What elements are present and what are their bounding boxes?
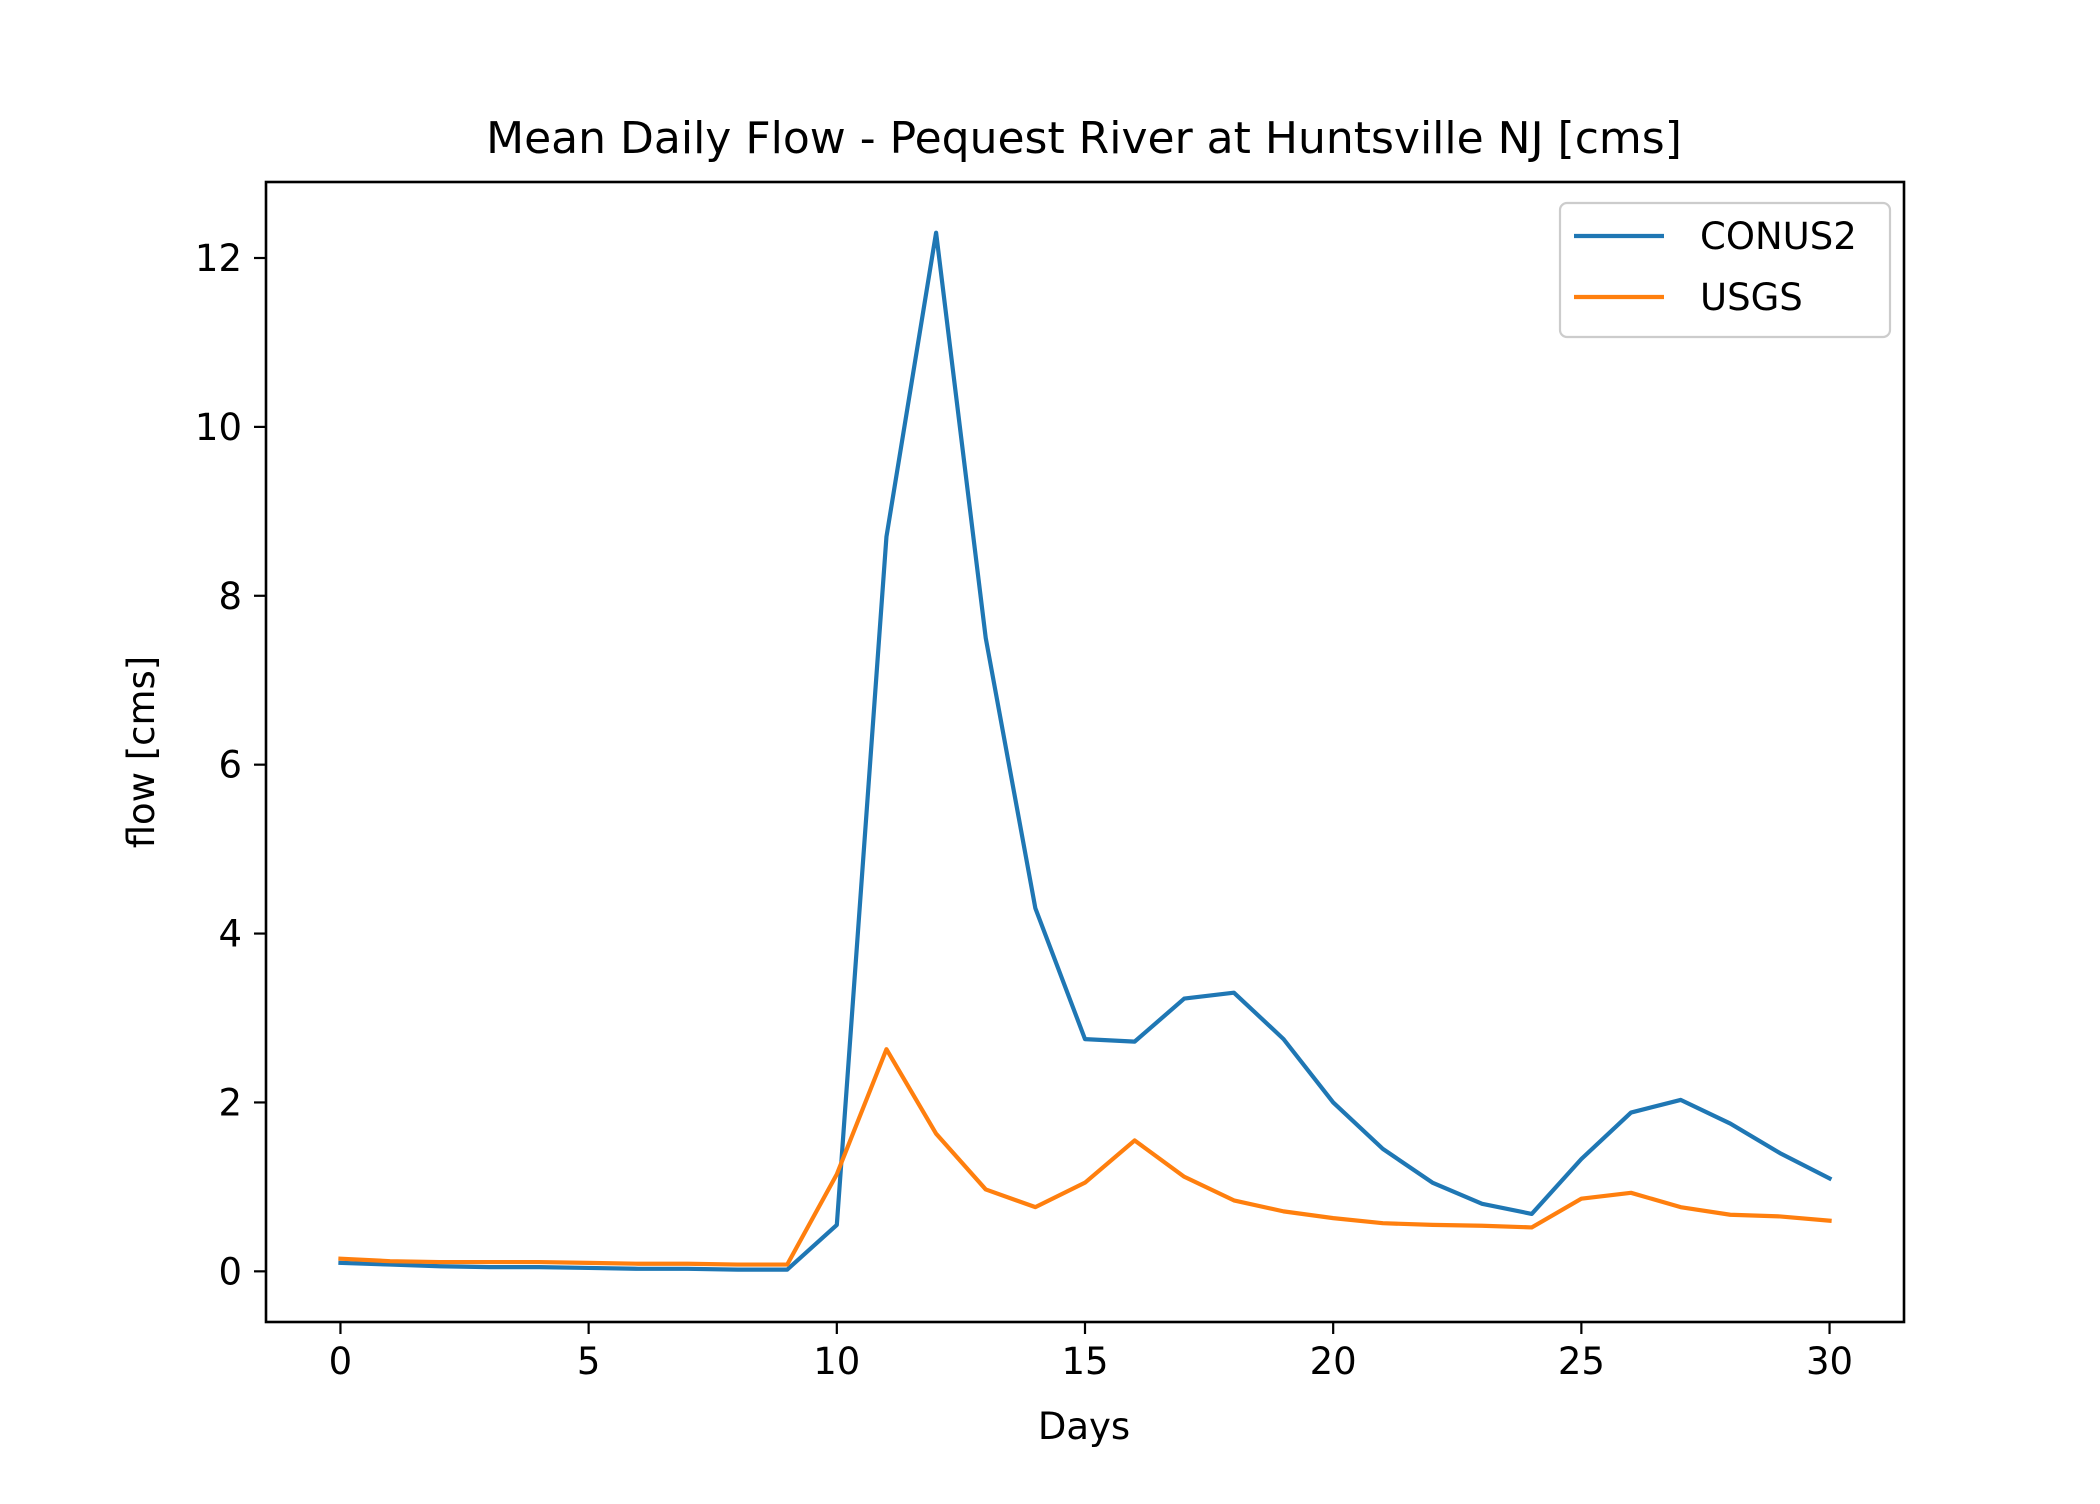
x-tick-label: 15 (1061, 1340, 1108, 1383)
x-tick-label: 0 (329, 1340, 353, 1383)
plot-area (338, 230, 1833, 1272)
x-axis-label: Days (1038, 1405, 1130, 1448)
x-tick-label: 5 (577, 1340, 601, 1383)
legend: CONUS2 USGS (1558, 201, 1892, 339)
legend-label-conus2: CONUS2 (1700, 215, 1857, 258)
y-tick-label: 4 (218, 913, 242, 956)
y-tick-label: 6 (218, 744, 242, 787)
y-tick-label: 2 (218, 1081, 242, 1124)
y-tick-label: 12 (195, 237, 242, 280)
y-tick-label: 8 (218, 575, 242, 618)
x-tick-label: 25 (1558, 1340, 1605, 1383)
chart-title: Mean Daily Flow - Pequest River at Hunts… (486, 113, 1682, 164)
axes: 0 5 10 15 20 25 30 0 2 4 6 8 10 12 (195, 180, 1906, 1383)
series-line-usgs (338, 1047, 1832, 1267)
y-tick-label: 0 (218, 1250, 242, 1293)
x-tick-label: 30 (1806, 1340, 1853, 1383)
legend-label-usgs: USGS (1700, 276, 1803, 319)
y-tick-label: 10 (195, 406, 242, 449)
series-line-conus2 (338, 230, 1833, 1272)
y-axis-label: flow [cms] (120, 656, 163, 849)
x-tick-label: 10 (813, 1340, 860, 1383)
x-tick-label: 20 (1310, 1340, 1357, 1383)
